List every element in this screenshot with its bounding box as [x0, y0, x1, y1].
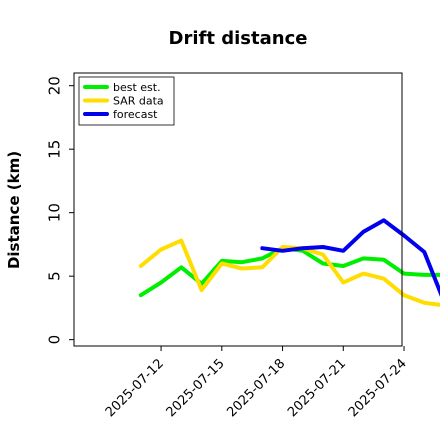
- legend-label-forecast: forecast: [113, 108, 158, 121]
- y-axis-ticks: 0 5 10 15 20: [45, 76, 74, 344]
- x-tick-label: 2025-07-18: [224, 356, 288, 420]
- y-tick-label: 5: [45, 271, 63, 281]
- x-tick-label: 2025-07-24: [346, 356, 410, 420]
- y-tick-label: 20: [45, 76, 63, 95]
- x-tick-label: 2025-07-15: [164, 356, 228, 420]
- legend-label-best-est: best est.: [113, 81, 161, 94]
- y-tick-label: 15: [45, 140, 63, 159]
- series-line-forecast: [260, 218, 440, 297]
- x-tick-label: 2025-07-21: [285, 356, 349, 420]
- y-tick-label: 10: [45, 203, 63, 222]
- plot-area-frame: [73, 72, 403, 347]
- legend-label-sar-data: SAR data: [113, 95, 164, 108]
- chart-title: Drift distance: [169, 28, 308, 49]
- x-axis-ticks: 2025-07-122025-07-152025-07-182025-07-21…: [103, 346, 410, 420]
- y-tick-label: 0: [45, 335, 63, 345]
- x-tick-label: 2025-07-12: [103, 356, 167, 420]
- series-lines: [138, 218, 440, 307]
- y-axis-label: Distance (km): [5, 151, 23, 269]
